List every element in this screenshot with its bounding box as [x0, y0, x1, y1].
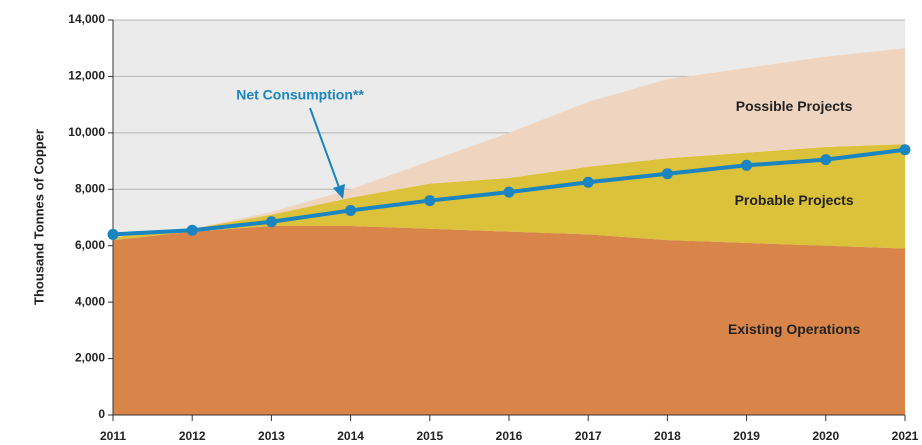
area — [113, 48, 905, 238]
line-marker — [503, 186, 515, 198]
annotation-arrow — [309, 107, 341, 191]
x-tick-label: 2021 — [892, 429, 919, 443]
x-tick-label: 2013 — [258, 429, 285, 443]
x-tick-label: 2017 — [575, 429, 602, 443]
area — [113, 225, 905, 415]
y-tick-label: 14,000 — [68, 12, 105, 26]
x-tick-label: 2020 — [812, 429, 839, 443]
y-tick-label: 4,000 — [75, 294, 105, 308]
x-tick-label: 2019 — [733, 429, 760, 443]
x-tick-label: 2016 — [496, 429, 523, 443]
line-marker — [265, 216, 277, 228]
y-tick-label: 2,000 — [75, 351, 105, 365]
x-tick-label: 2011 — [100, 429, 126, 443]
y-axis-label: Thousand Tonnes of Copper — [31, 129, 46, 305]
y-tick-label: 0 — [98, 407, 105, 421]
x-tick-label: 2018 — [654, 429, 681, 443]
y-tick-label: 6,000 — [75, 238, 105, 252]
line-marker — [661, 168, 673, 180]
series-label: Possible Projects — [736, 98, 853, 114]
line-marker — [424, 195, 436, 207]
line-marker — [107, 228, 119, 240]
x-tick-label: 2015 — [416, 429, 443, 443]
annotation: Net Consumption** — [236, 87, 364, 103]
line-marker — [899, 144, 911, 156]
x-tick-label: 2012 — [179, 429, 206, 443]
line-marker — [345, 204, 357, 216]
line-marker — [186, 224, 198, 236]
series-label: Probable Projects — [735, 192, 854, 208]
annotation-arrowhead — [333, 184, 345, 199]
line-marker — [582, 176, 594, 188]
x-tick-label: 2014 — [337, 429, 364, 443]
line-marker — [820, 154, 832, 166]
series-label: Existing Operations — [728, 321, 860, 337]
line-marker — [741, 159, 753, 171]
y-tick-label: 12,000 — [68, 69, 105, 83]
y-tick-label: 8,000 — [75, 181, 105, 195]
y-tick-label: 10,000 — [68, 125, 105, 139]
